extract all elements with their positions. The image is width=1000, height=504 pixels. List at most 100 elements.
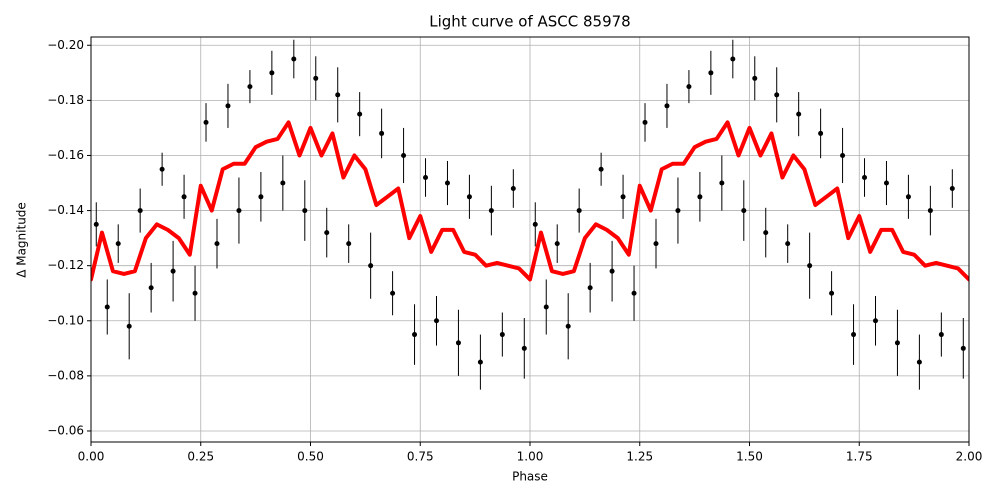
x-tick-label: 0.50 xyxy=(297,450,324,464)
x-tick-label: 1.75 xyxy=(846,450,873,464)
data-point xyxy=(313,75,319,81)
model-curve xyxy=(91,120,969,282)
data-point xyxy=(269,70,275,76)
y-tick-label: −0.14 xyxy=(47,203,84,217)
data-point xyxy=(543,304,549,310)
y-tick-label: −0.12 xyxy=(47,258,84,272)
data-point xyxy=(730,56,736,62)
data-point xyxy=(203,119,209,125)
data-point xyxy=(280,180,286,186)
data-point xyxy=(93,221,99,227)
x-tick-label: 0.25 xyxy=(187,450,214,464)
data-point xyxy=(368,263,374,269)
data-point xyxy=(796,111,802,117)
data-point xyxy=(818,130,824,136)
data-point xyxy=(181,194,187,200)
data-point xyxy=(390,290,396,296)
data-point xyxy=(862,175,868,181)
data-point xyxy=(576,208,582,214)
data-point xyxy=(565,323,571,329)
data-point xyxy=(192,290,198,296)
data-point xyxy=(927,208,933,214)
data-point xyxy=(357,111,363,117)
data-point xyxy=(324,230,330,236)
x-tick-label: 1.00 xyxy=(517,450,544,464)
data-point xyxy=(148,285,154,291)
data-point xyxy=(126,323,132,329)
data-point xyxy=(104,304,110,310)
data-point xyxy=(214,241,220,247)
y-tick-label: −0.08 xyxy=(47,368,84,382)
data-point xyxy=(412,332,418,338)
data-point xyxy=(938,332,944,338)
data-point xyxy=(115,241,121,247)
data-point xyxy=(829,290,835,296)
data-point xyxy=(872,318,878,324)
data-point xyxy=(642,119,648,125)
data-point xyxy=(916,359,922,365)
data-point xyxy=(433,318,439,324)
data-point xyxy=(302,208,308,214)
data-point xyxy=(401,152,407,158)
chart-title: Light curve of ASCC 85978 xyxy=(429,13,630,31)
x-tick-label: 1.25 xyxy=(626,450,653,464)
data-point xyxy=(785,241,791,247)
data-point xyxy=(466,194,472,200)
data-point xyxy=(598,166,604,172)
y-tick-label: −0.10 xyxy=(47,313,84,327)
data-point xyxy=(653,241,659,247)
data-point xyxy=(159,166,165,172)
data-point xyxy=(247,84,253,90)
x-tick-label: 1.50 xyxy=(736,450,763,464)
data-point xyxy=(488,208,494,214)
data-point xyxy=(774,92,780,98)
x-tick-label: 0.75 xyxy=(407,450,434,464)
data-point xyxy=(807,263,813,269)
data-point xyxy=(631,290,637,296)
data-point xyxy=(554,241,560,247)
data-point xyxy=(686,84,692,90)
data-point xyxy=(477,359,483,365)
data-point xyxy=(587,285,593,291)
data-point xyxy=(905,194,911,200)
y-tick-label: −0.06 xyxy=(47,423,84,437)
data-point xyxy=(697,194,703,200)
x-tick-label: 0.00 xyxy=(78,450,105,464)
y-axis-label: Δ Magnitude xyxy=(15,202,29,278)
data-point xyxy=(664,103,670,109)
grid xyxy=(90,37,970,442)
data-point xyxy=(741,208,747,214)
x-tick-label: 2.00 xyxy=(956,450,983,464)
data-point xyxy=(894,340,900,346)
data-point xyxy=(170,268,176,274)
data-point xyxy=(620,194,626,200)
data-point xyxy=(521,345,527,351)
data-point xyxy=(851,332,857,338)
data-point xyxy=(510,186,516,192)
data-point xyxy=(719,180,725,186)
data-point xyxy=(236,208,242,214)
data-point xyxy=(225,103,231,109)
data-point xyxy=(137,208,143,214)
data-point xyxy=(258,194,264,200)
data-point xyxy=(379,130,385,136)
y-tick-label: −0.18 xyxy=(47,93,84,107)
data-point xyxy=(532,221,538,227)
data-point xyxy=(960,345,966,351)
data-point xyxy=(763,230,769,236)
data-point xyxy=(883,180,889,186)
data-point xyxy=(291,56,297,62)
data-point xyxy=(609,268,615,274)
plot-area xyxy=(91,39,969,390)
data-point xyxy=(752,75,758,81)
y-tick-label: −0.16 xyxy=(47,148,84,162)
y-tick-label: −0.20 xyxy=(47,38,84,52)
data-point xyxy=(455,340,461,346)
data-point xyxy=(444,180,450,186)
data-point xyxy=(335,92,341,98)
ticks: 0.00 0.25 0.50 0.75 1.00 1.25 1.50 1.75 2.00 −0.0… xyxy=(47,38,982,464)
data-point xyxy=(675,208,681,214)
data-point xyxy=(346,241,352,247)
data-point xyxy=(840,152,846,158)
